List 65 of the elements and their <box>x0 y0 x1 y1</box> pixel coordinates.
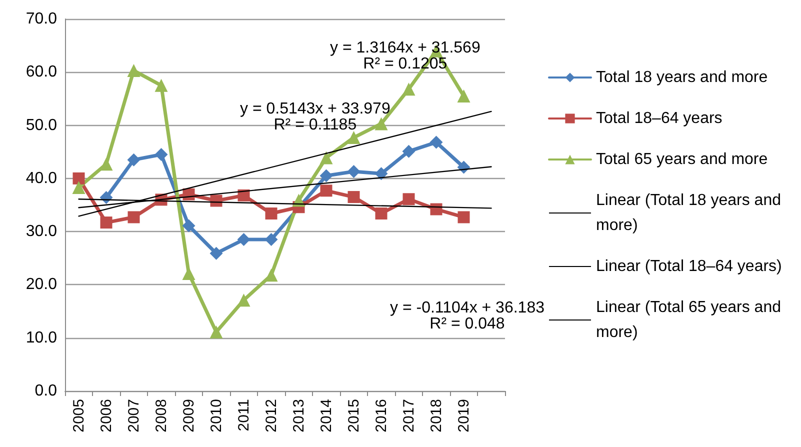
point <box>265 208 278 220</box>
x-tick-label: 2013 <box>290 399 308 432</box>
y-tick-label: 50.0 <box>26 116 58 134</box>
point <box>348 191 360 204</box>
annotation: y = 0.5143x + 33.979 R² = 0.1185 <box>240 100 390 134</box>
point <box>320 151 333 164</box>
legend-label: Total 18 years and more <box>596 69 768 86</box>
x-tick-label: 2008 <box>152 399 170 432</box>
point <box>320 169 333 182</box>
legend-label: Linear (Total 65 years and more) <box>596 299 786 341</box>
y-tick-label: 60.0 <box>26 64 58 81</box>
x-tick-label: 2009 <box>180 399 198 432</box>
y-tick-label: 0.0 <box>34 382 58 400</box>
point <box>210 246 223 260</box>
point <box>458 211 470 224</box>
x-tick-label: 2014 <box>318 399 335 432</box>
legend-label: Total 18–64 years <box>596 110 722 127</box>
point <box>264 233 278 246</box>
point <box>347 131 360 144</box>
legend-label: Linear (Total 18 years and more) <box>596 192 786 234</box>
y-tick-label: 40.0 <box>26 170 58 187</box>
x-tick-label: 2007 <box>125 399 142 432</box>
point <box>127 64 140 78</box>
x-tick-label: 2005 <box>70 399 88 432</box>
annotation: y = -0.1104x + 36.183 R² = 0.048 <box>390 300 545 332</box>
point <box>237 294 250 307</box>
x-tick-label: 2010 <box>208 399 225 432</box>
y-tick-label: 10.0 <box>26 329 58 346</box>
point <box>127 153 140 166</box>
x-tick-label: 2015 <box>345 399 362 432</box>
point <box>100 216 112 229</box>
point <box>402 144 416 158</box>
point <box>430 203 442 216</box>
legend-label: Linear (Total 18–64 years) <box>596 258 782 275</box>
point <box>237 233 250 246</box>
point <box>457 90 470 103</box>
point <box>264 268 278 282</box>
point <box>128 211 140 224</box>
point <box>402 193 415 206</box>
point <box>182 219 196 232</box>
x-tick-label: 2006 <box>98 399 115 432</box>
point <box>72 172 85 184</box>
point <box>374 117 388 130</box>
point <box>182 267 196 280</box>
point <box>374 167 388 180</box>
point <box>402 82 416 96</box>
point <box>100 158 113 171</box>
point <box>72 180 86 194</box>
legend-label: Total 65 years and more <box>596 151 768 168</box>
y-tick-label: 20.0 <box>26 276 58 294</box>
point <box>430 136 443 149</box>
x-tick-label: 2016 <box>372 399 390 432</box>
x-tick-label: 2019 <box>455 399 472 432</box>
y-tick-label: 30.0 <box>26 223 58 240</box>
point <box>154 148 168 162</box>
x-tick-label: 2017 <box>400 399 418 432</box>
x-tick-label: 2012 <box>262 399 280 432</box>
point <box>375 208 388 220</box>
point <box>210 326 223 339</box>
x-tick-label: 2011 <box>235 399 252 432</box>
point <box>347 165 360 178</box>
point <box>154 78 168 92</box>
y-tick-label: 70.0 <box>26 10 58 28</box>
x-tick-label: 2018 <box>428 399 445 432</box>
point <box>320 184 332 197</box>
